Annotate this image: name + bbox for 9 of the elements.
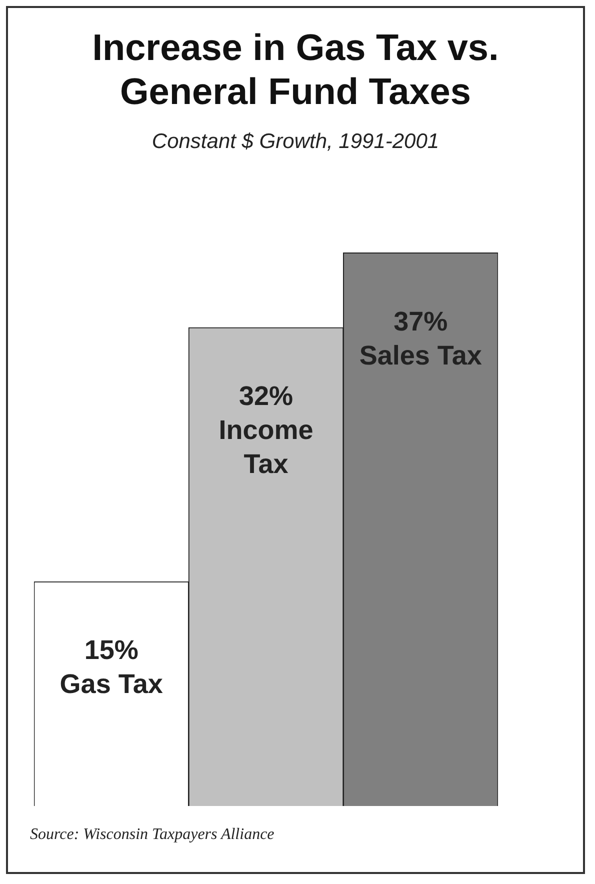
data-label: 32%	[238, 381, 294, 412]
x-tick-label: Sales Tax	[359, 340, 482, 370]
data-label: 37%	[394, 306, 448, 336]
chart-title: Increase in Gas Tax vs. General Fund Taxes	[91, 26, 500, 114]
chart-subtitle: Constant $ Growth, 1991-2001	[150, 130, 440, 154]
source-note: Source: Wisconsin Taxpayers Alliance	[30, 826, 274, 844]
x-tick-label: Income Tax	[218, 415, 314, 480]
data-label: 15%	[84, 635, 138, 666]
x-tick-label: Gas Tax	[60, 669, 163, 700]
